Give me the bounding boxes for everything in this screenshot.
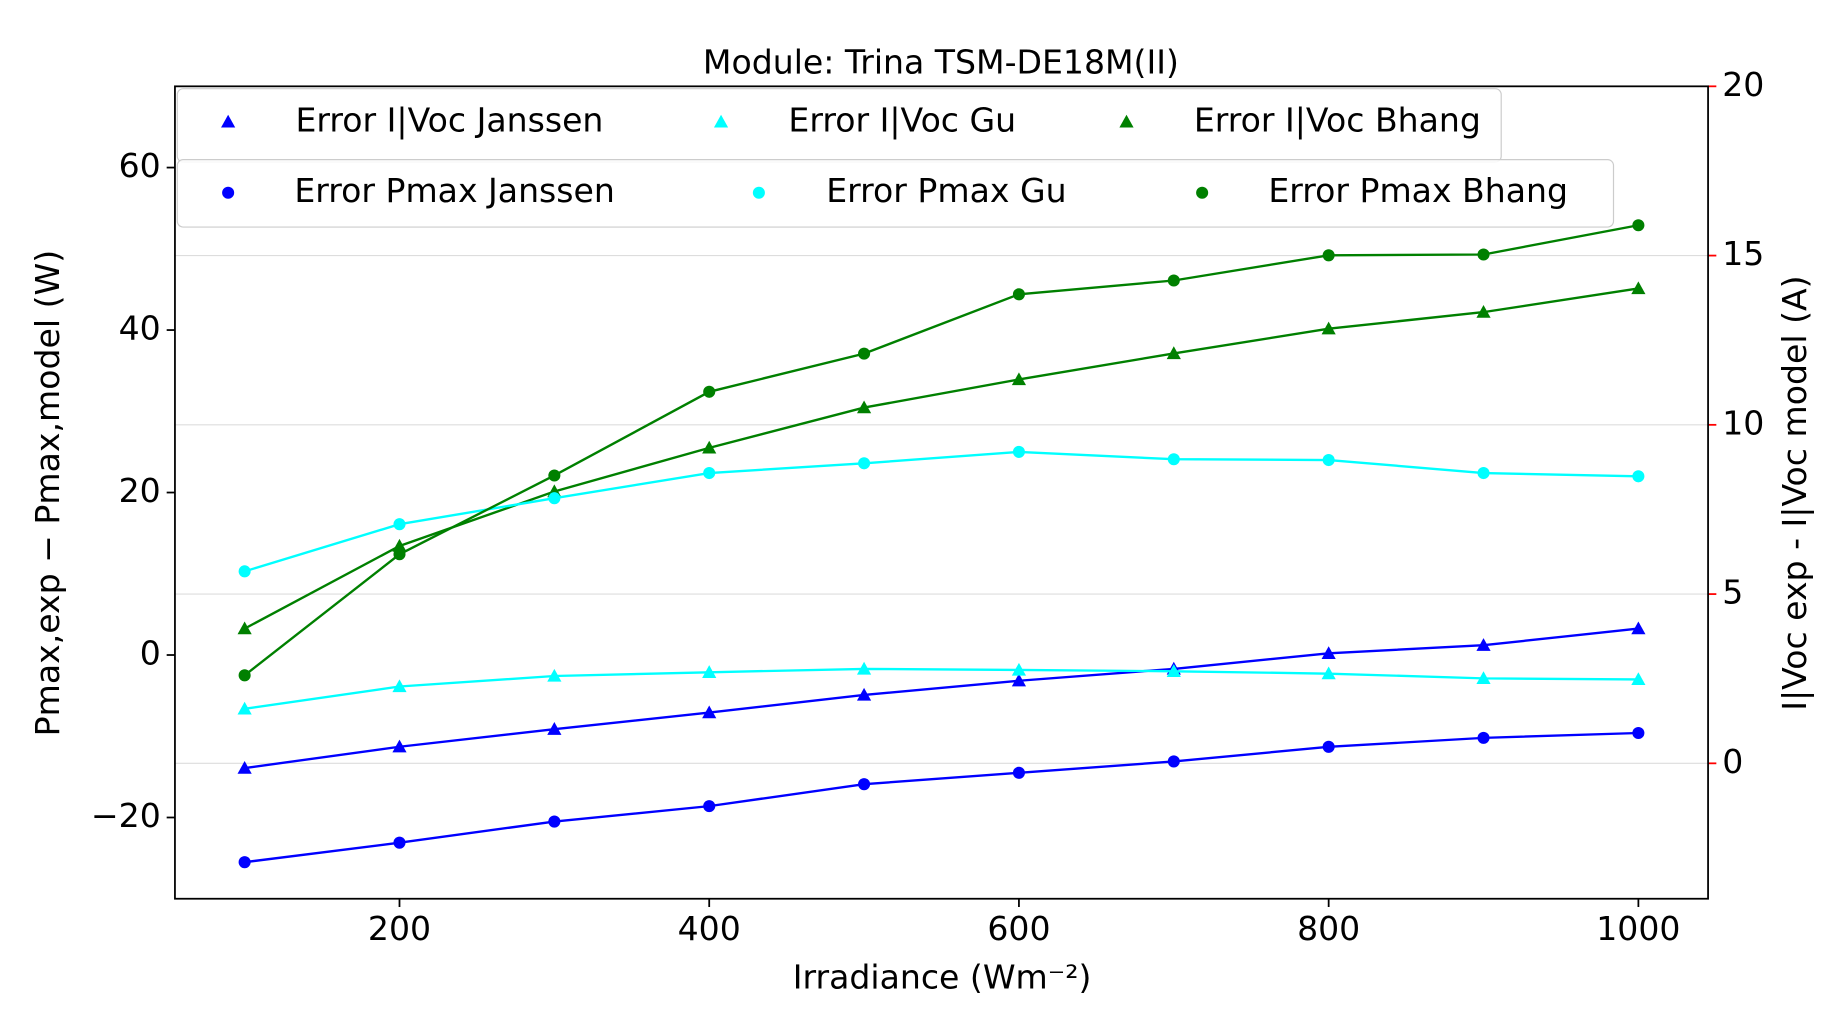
data-point xyxy=(1166,664,1181,677)
data-point xyxy=(1011,372,1027,386)
series-line xyxy=(244,731,1639,864)
legend-marker xyxy=(222,186,235,199)
data-point xyxy=(1167,453,1180,466)
series-line xyxy=(244,627,1639,770)
y2-tick-label: 10 xyxy=(1722,403,1764,442)
data-point xyxy=(392,739,407,753)
data-point xyxy=(856,400,872,414)
data-point xyxy=(1011,662,1027,676)
data-point xyxy=(548,815,561,828)
data-point xyxy=(1321,646,1336,659)
series-line xyxy=(243,224,1639,677)
series-line xyxy=(244,667,1639,711)
y2-tick-label: 5 xyxy=(1722,573,1743,612)
x-axis-label: Irradiance (Wm⁻²) xyxy=(793,958,1092,997)
data-point xyxy=(393,518,406,531)
data-point xyxy=(1476,671,1491,685)
legend-label: Error Pmax Janssen xyxy=(294,171,615,210)
x-tick-label: 400 xyxy=(678,909,741,948)
data-point xyxy=(1167,274,1180,287)
legend-label: Error I|Voc Janssen xyxy=(296,100,604,139)
data-point xyxy=(547,668,562,682)
y2-tick-label: 15 xyxy=(1722,234,1764,273)
legend-marker xyxy=(1119,114,1134,128)
data-point xyxy=(1477,248,1490,261)
data-point xyxy=(702,665,717,678)
x-tick-label: 1000 xyxy=(1596,909,1680,948)
data-point xyxy=(702,705,717,719)
data-point xyxy=(1321,666,1336,680)
data-point xyxy=(858,778,871,791)
data-point xyxy=(1011,673,1027,687)
y-tick-label: 0 xyxy=(140,634,161,673)
data-point xyxy=(393,548,406,561)
data-point xyxy=(1632,219,1645,232)
y2-axis-label: I|Voc exp - I|Voc model (A) xyxy=(1775,275,1814,710)
data-point xyxy=(238,565,251,578)
y-tick-label: 20 xyxy=(119,471,161,510)
data-point xyxy=(238,669,251,682)
data-point xyxy=(1631,672,1646,686)
legend-label: Error Pmax Gu xyxy=(826,171,1066,210)
data-point xyxy=(1632,470,1645,483)
data-point xyxy=(702,440,717,454)
data-point xyxy=(1631,281,1646,295)
data-point xyxy=(1322,740,1335,753)
data-point xyxy=(237,701,252,715)
data-point xyxy=(1166,346,1181,360)
data-point xyxy=(548,469,561,482)
data-point xyxy=(1631,621,1646,635)
data-point xyxy=(1477,467,1490,480)
data-point xyxy=(1632,726,1645,740)
data-point xyxy=(547,722,562,735)
legend-label: Error I|Voc Gu xyxy=(788,100,1016,139)
data-point xyxy=(548,492,561,505)
data-point xyxy=(237,760,252,774)
legend-marker xyxy=(713,114,729,128)
legend-marker xyxy=(1196,186,1209,199)
y2-tick-label: 0 xyxy=(1722,742,1743,781)
y-axis-label: Pmax,exp − Pmax,model (W) xyxy=(28,250,67,737)
legend-marker xyxy=(221,114,236,128)
x-tick-label: 600 xyxy=(987,909,1050,948)
data-point xyxy=(858,457,871,470)
data-point xyxy=(1012,766,1025,779)
data-point xyxy=(393,836,406,849)
data-point xyxy=(703,385,716,398)
legend-label: Error I|Voc Bhang xyxy=(1194,100,1481,139)
series-line xyxy=(244,450,1639,573)
series-line xyxy=(244,287,1639,630)
data-point xyxy=(856,687,872,701)
data-point xyxy=(1167,755,1180,768)
y-tick-label: −20 xyxy=(91,796,161,835)
x-tick-label: 200 xyxy=(368,909,431,948)
x-tick-label: 800 xyxy=(1297,909,1360,948)
chart-title: Module: Trina TSM-DE18M(II) xyxy=(703,42,1179,81)
plot-frame xyxy=(174,85,1709,900)
data-point xyxy=(703,467,716,480)
data-point xyxy=(703,800,716,813)
legend-marker xyxy=(752,186,765,199)
y-tick-label: 40 xyxy=(119,309,161,348)
y2-tick-label: 20 xyxy=(1722,65,1764,104)
data-point xyxy=(1476,305,1491,318)
data-point xyxy=(1322,454,1335,467)
data-point xyxy=(1477,731,1490,744)
legend-box xyxy=(176,159,1615,228)
legend-label: Error Pmax Bhang xyxy=(1268,171,1568,210)
data-point xyxy=(858,347,871,360)
data-point xyxy=(1321,321,1336,335)
data-point xyxy=(392,538,407,552)
data-point xyxy=(1012,288,1025,301)
data-point xyxy=(1322,249,1335,262)
data-point xyxy=(237,621,252,635)
y-tick-label: 60 xyxy=(119,146,161,185)
data-point xyxy=(856,661,872,675)
data-point xyxy=(1476,638,1491,651)
data-point xyxy=(1012,445,1025,458)
data-point xyxy=(238,856,251,869)
data-point xyxy=(392,679,407,693)
